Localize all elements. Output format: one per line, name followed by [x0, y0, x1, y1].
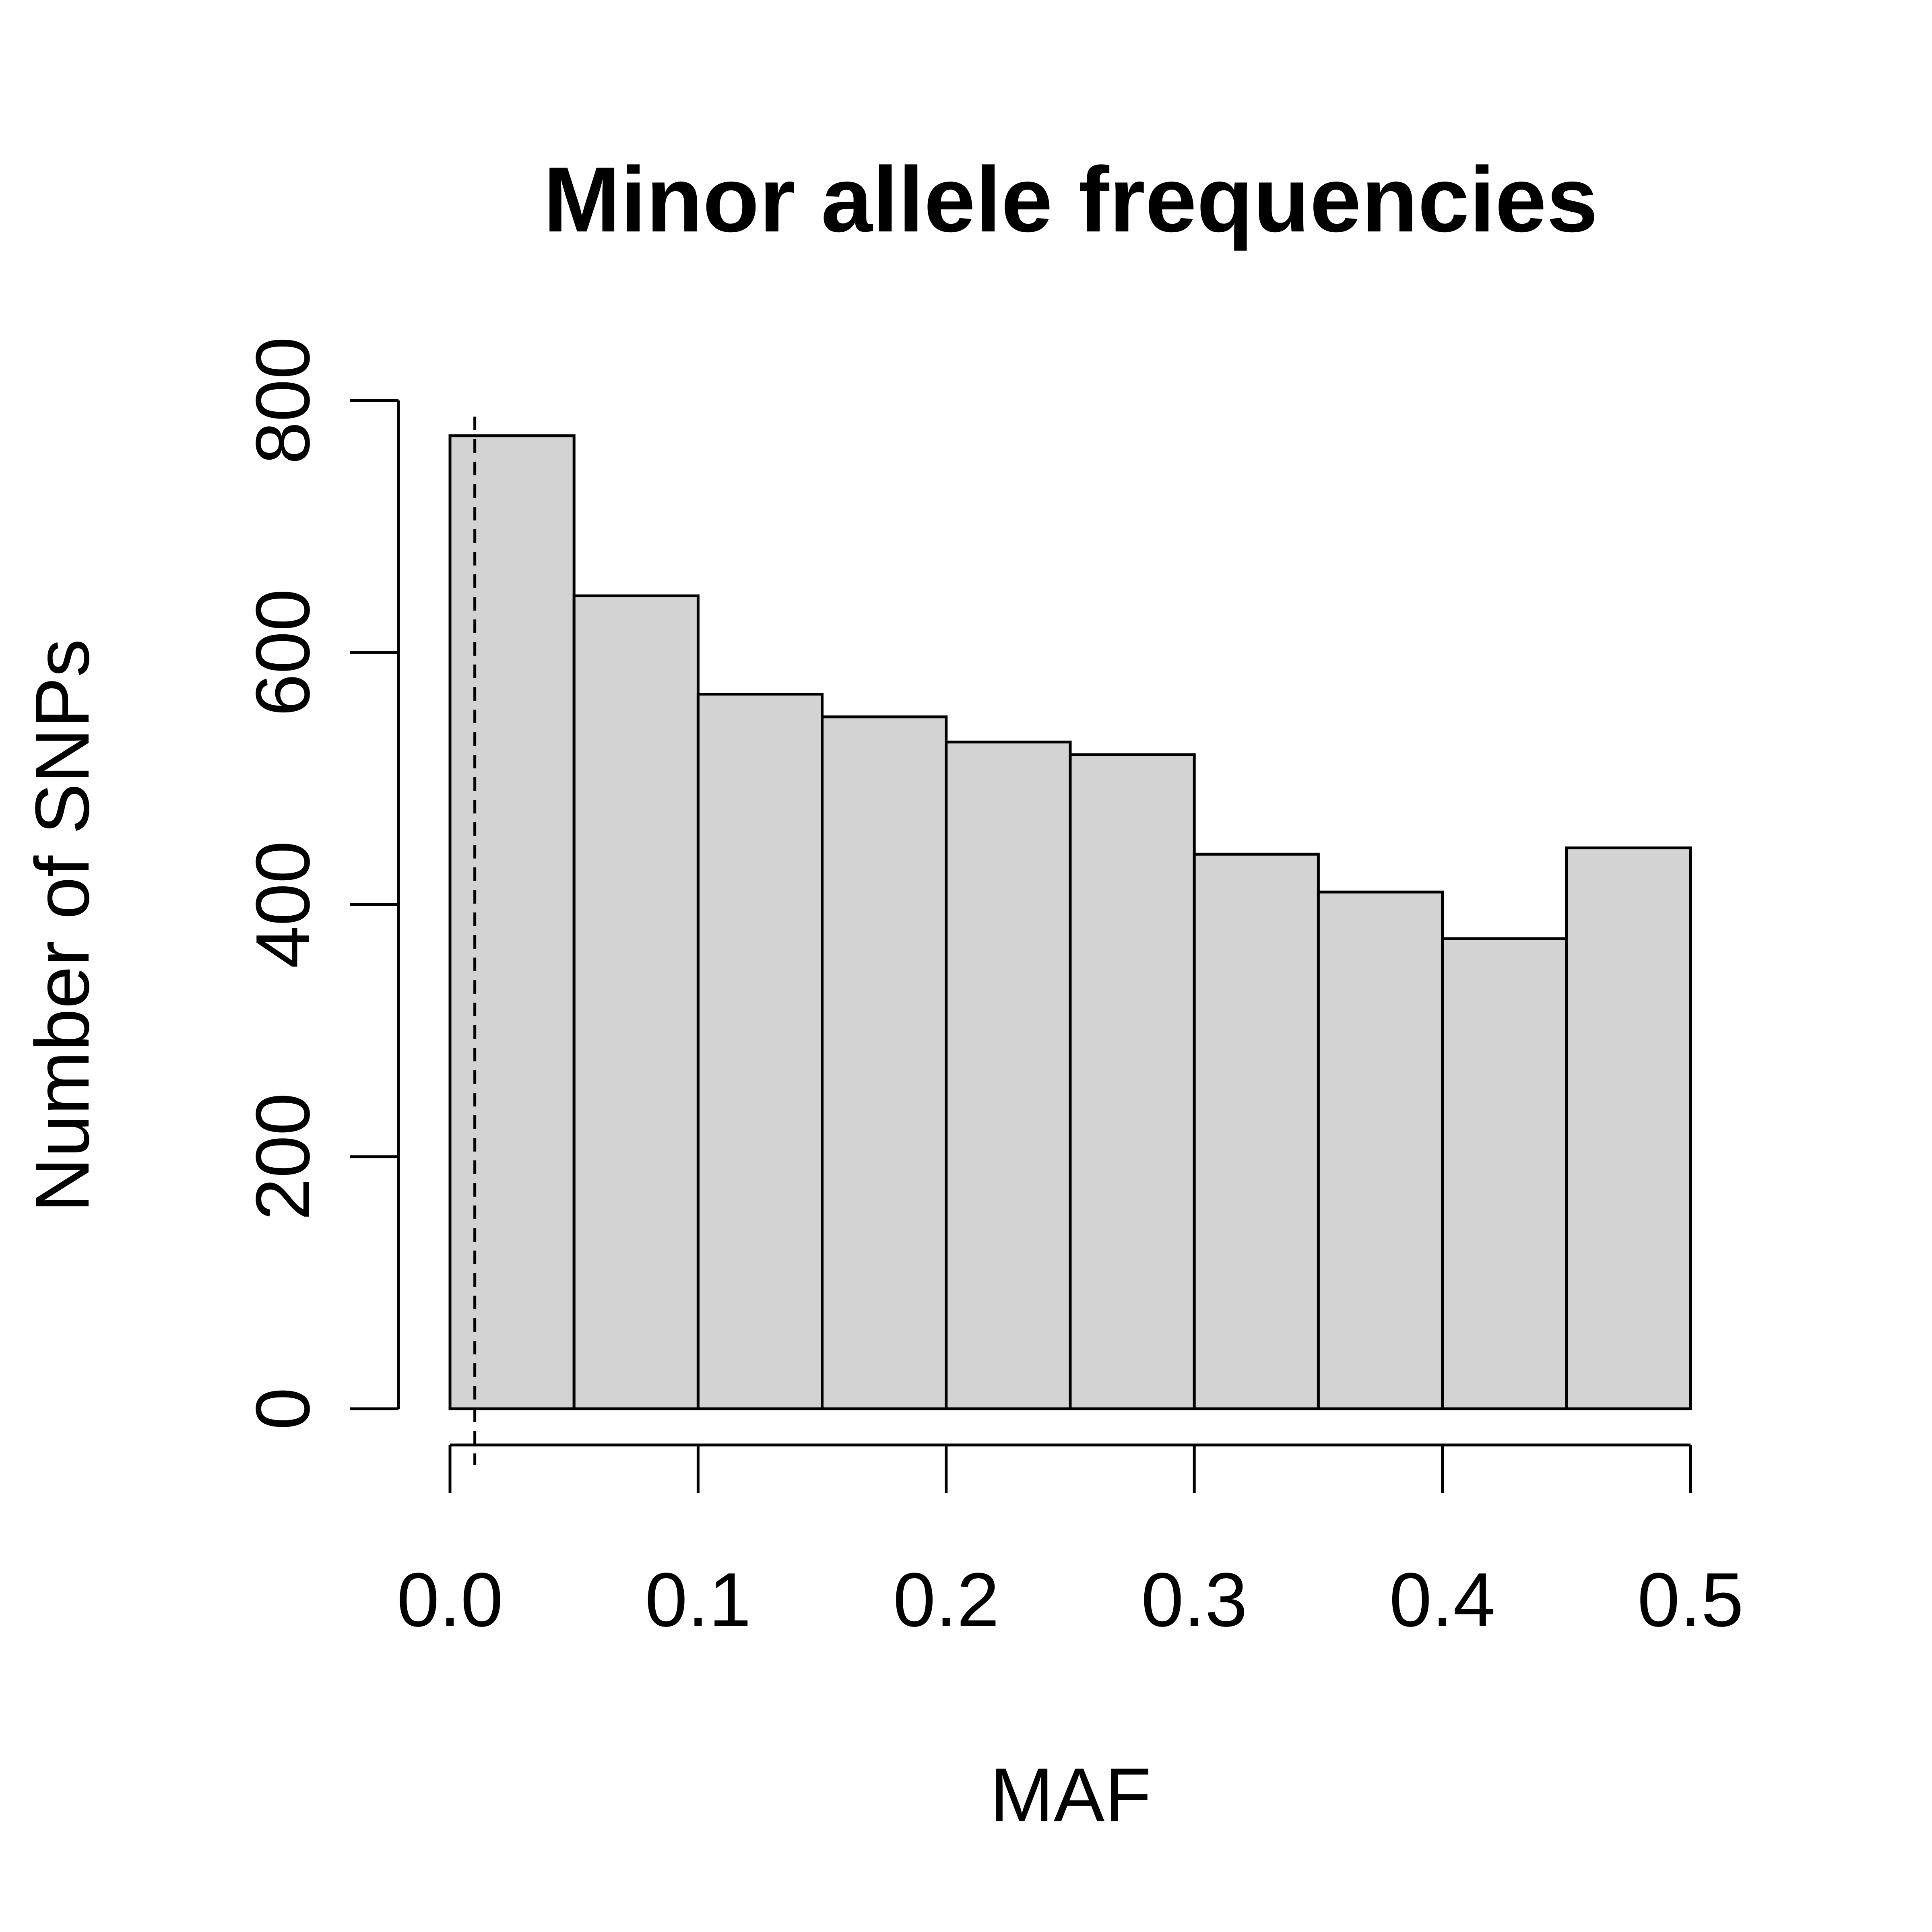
chart-title: Minor allele frequencies	[543, 148, 1598, 251]
y-tick-label: 200	[240, 1093, 326, 1220]
x-tick-label: 0.2	[893, 1557, 999, 1643]
histogram-bar	[1317, 890, 1444, 1410]
histogram-bar	[1069, 753, 1196, 1410]
y-tick-label: 400	[240, 841, 326, 968]
histogram-bar	[1441, 937, 1568, 1410]
x-tick-label: 0.0	[397, 1557, 503, 1643]
histogram-bar	[448, 434, 576, 1410]
y-tick-label: 800	[240, 336, 326, 464]
x-axis-title: MAF	[990, 1752, 1151, 1838]
x-tick-label: 0.4	[1389, 1557, 1496, 1643]
y-axis-title: Number of SNPs	[20, 639, 105, 1212]
x-tick-label: 0.5	[1637, 1557, 1744, 1643]
x-axis: 0.0 0.1 0.2 0.3 0.4 0.5	[397, 1443, 1744, 1643]
bars-group	[448, 434, 1692, 1410]
histogram-bar	[945, 741, 1072, 1410]
y-tick-label: 600	[240, 589, 326, 716]
x-tick-label: 0.1	[645, 1557, 751, 1643]
histogram-bar	[696, 693, 824, 1410]
y-tick-label: 0	[240, 1387, 326, 1430]
y-axis: 0 200 400 600 800	[240, 336, 400, 1430]
histogram-bar	[572, 594, 700, 1410]
histogram-bar	[1565, 846, 1692, 1410]
x-tick-label: 0.3	[1141, 1557, 1247, 1643]
histogram-bar	[821, 715, 948, 1410]
histogram-bar	[1193, 852, 1320, 1410]
